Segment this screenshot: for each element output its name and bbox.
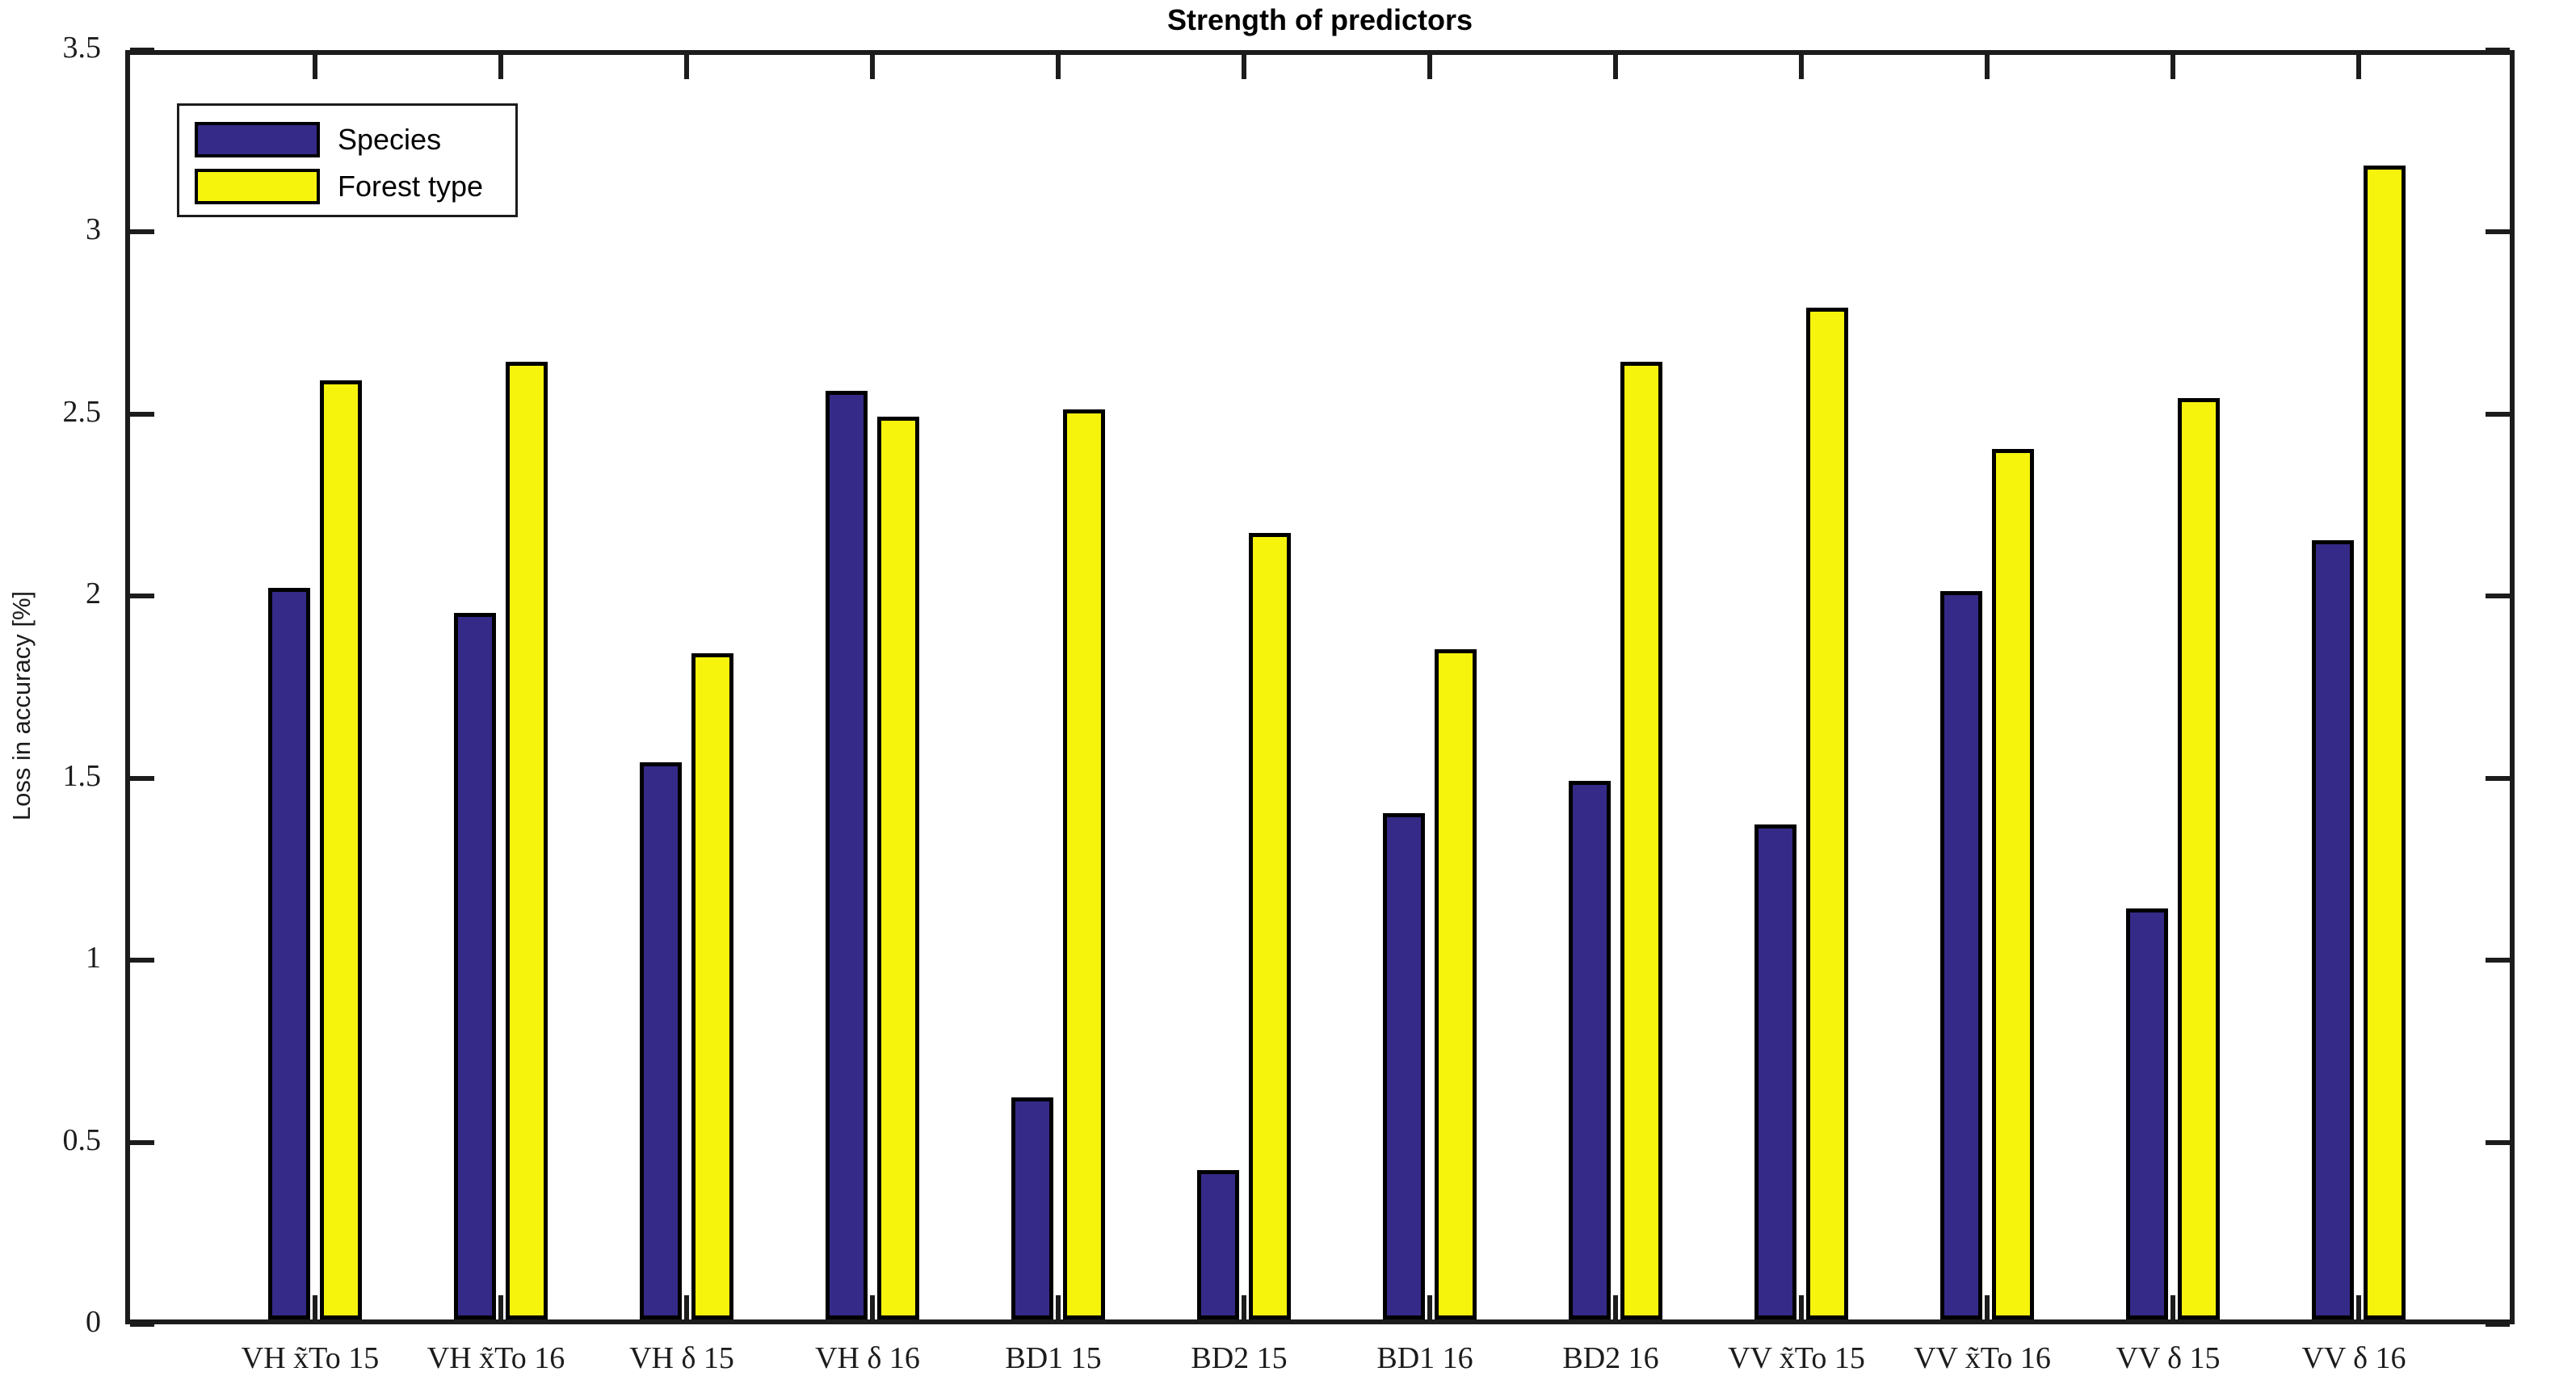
y-tick-left: [130, 775, 154, 781]
bar-species: [826, 391, 868, 1319]
bar-species: [1383, 813, 1425, 1319]
x-tick-bottom: [2356, 1295, 2361, 1319]
bar-forest-type: [506, 362, 548, 1319]
x-tick-bottom: [1985, 1295, 1990, 1319]
bar-forest-type: [320, 380, 362, 1319]
y-tick-label: 0.5: [62, 1122, 102, 1157]
x-tick-label: BD2 15: [1191, 1341, 1288, 1375]
y-tick-label: 2: [86, 577, 101, 611]
x-tick-bottom: [1613, 1295, 1618, 1319]
legend-row: Species: [195, 122, 441, 157]
y-tick-right: [2486, 1322, 2510, 1327]
bar-forest-type: [877, 417, 919, 1319]
x-tick-top: [2356, 55, 2361, 79]
x-tick-top: [870, 55, 875, 79]
y-tick-right: [2486, 958, 2510, 963]
y-tick-left: [130, 1322, 154, 1327]
x-tick-label: BD2 16: [1562, 1341, 1659, 1375]
y-tick-label: 2.5: [62, 394, 102, 429]
x-tick-label: VH x̃To 16: [427, 1341, 565, 1375]
legend-label: Forest type: [338, 170, 484, 203]
x-tick-label: VH δ 16: [815, 1341, 920, 1375]
x-tick-label: BD1 15: [1005, 1341, 1102, 1375]
y-tick-right: [2486, 1139, 2510, 1145]
bar-species: [268, 588, 310, 1319]
bar-species: [1754, 824, 1796, 1319]
bar-forest-type: [1249, 533, 1291, 1319]
x-tick-top: [498, 55, 503, 79]
bar-forest-type: [1435, 649, 1477, 1319]
x-tick-top: [1799, 55, 1804, 79]
x-tick-bottom: [313, 1295, 317, 1319]
x-tick-bottom: [1242, 1295, 1246, 1319]
y-tick-left: [130, 411, 154, 417]
x-tick-top: [1985, 55, 1990, 79]
plot-area: [125, 48, 2515, 1327]
y-tick-left: [130, 958, 154, 963]
bar-species: [1197, 1170, 1239, 1319]
x-tick-label: BD1 16: [1376, 1341, 1473, 1375]
x-tick-label: VH x̃To 15: [241, 1341, 380, 1375]
x-tick-bottom: [2170, 1295, 2175, 1319]
x-tick-bottom: [1427, 1295, 1432, 1319]
chart-title: Strength of predictors: [1166, 3, 1473, 36]
bar-species: [1940, 591, 1982, 1319]
bar-species: [2126, 908, 2168, 1319]
x-tick-top: [1242, 55, 1246, 79]
bar-forest-type: [2364, 166, 2406, 1319]
legend-swatch-species: [195, 122, 320, 157]
x-tick-label: VV δ 16: [2301, 1341, 2406, 1375]
x-tick-top: [1613, 55, 1618, 79]
y-tick-label: 1.5: [62, 758, 102, 793]
x-tick-top: [313, 55, 317, 79]
bar-species: [454, 613, 496, 1319]
x-tick-label: VV δ 15: [2116, 1341, 2221, 1375]
y-tick-label: 1: [86, 941, 101, 975]
y-tick-right: [2486, 775, 2510, 781]
y-tick-right: [2486, 594, 2510, 599]
legend: Species Forest type: [177, 103, 518, 217]
bar-forest-type: [1063, 409, 1105, 1319]
legend-swatch-forest-type: [195, 169, 320, 204]
x-tick-bottom: [1799, 1295, 1804, 1319]
y-tick-left: [130, 1139, 154, 1145]
x-tick-label: VV x̃To 16: [1914, 1341, 2051, 1375]
y-tick-right: [2486, 229, 2510, 235]
x-tick-top: [684, 55, 689, 79]
bar-forest-type: [2178, 398, 2220, 1319]
bar-species: [2312, 540, 2354, 1319]
bar-species: [1569, 781, 1611, 1319]
bar-forest-type: [1806, 308, 1848, 1319]
y-tick-left: [130, 229, 154, 235]
y-axis-label: Loss in accuracy [%]: [7, 590, 36, 821]
x-tick-label: VH δ 15: [629, 1341, 734, 1375]
bar-forest-type: [1992, 449, 2034, 1319]
y-tick-right: [2486, 48, 2510, 52]
x-tick-top: [1056, 55, 1061, 79]
x-tick-label: VV x̃To 15: [1728, 1341, 1865, 1375]
y-tick-left: [130, 48, 154, 52]
x-tick-bottom: [870, 1295, 875, 1319]
y-tick-label: 3.5: [62, 31, 102, 65]
bar-species: [1011, 1097, 1053, 1319]
y-tick-label: 0: [86, 1305, 101, 1339]
legend-label: Species: [338, 123, 442, 156]
bar-species: [640, 762, 682, 1319]
x-tick-top: [1427, 55, 1432, 79]
legend-row: Forest type: [195, 169, 483, 204]
y-tick-left: [130, 594, 154, 599]
x-tick-bottom: [684, 1295, 689, 1319]
y-tick-right: [2486, 411, 2510, 417]
x-tick-top: [2170, 55, 2175, 79]
x-tick-bottom: [1056, 1295, 1061, 1319]
y-tick-label: 3: [86, 212, 101, 247]
bar-forest-type: [691, 653, 733, 1319]
bar-forest-type: [1620, 362, 1662, 1319]
x-tick-bottom: [498, 1295, 503, 1319]
